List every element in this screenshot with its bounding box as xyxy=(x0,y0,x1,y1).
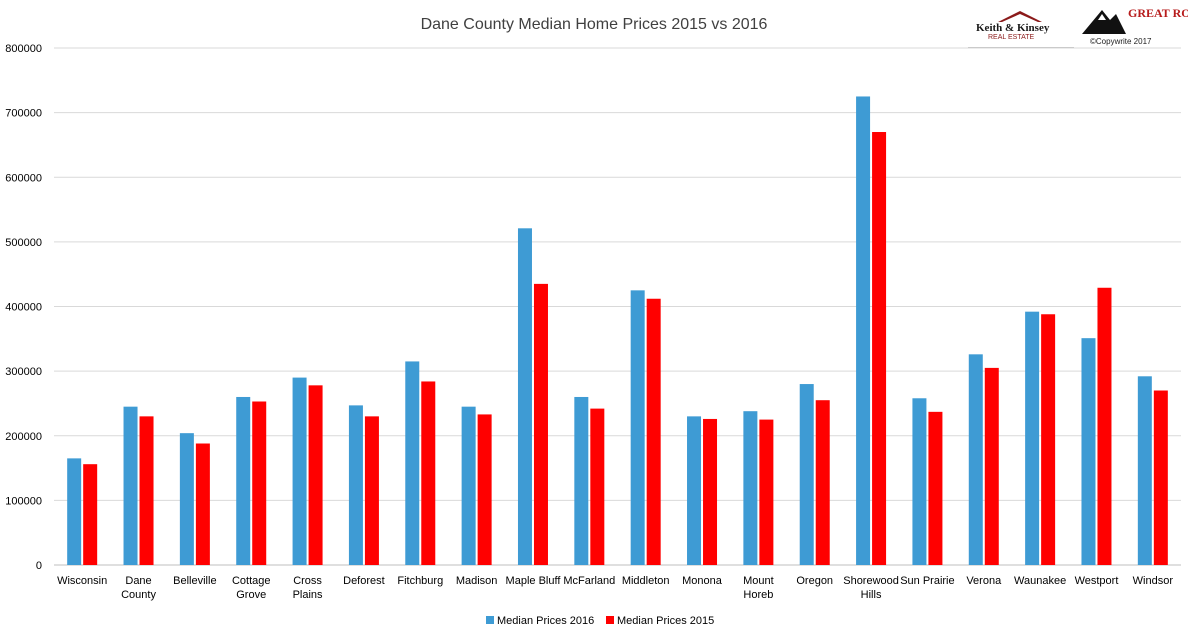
x-tick-label: Oregon xyxy=(796,575,833,587)
x-tick-label: Belleville xyxy=(173,575,216,587)
x-tick-label: Dane xyxy=(125,575,151,587)
x-tick-label: Verona xyxy=(966,575,1002,587)
y-axis-ticks: 0 100000 200000 300000 400000 500000 600000 700… xyxy=(5,43,42,572)
x-tick-label: Hills xyxy=(861,589,882,601)
bar-2016 xyxy=(574,396,589,565)
bar-2015 xyxy=(1153,390,1168,565)
bar-2015 xyxy=(1041,314,1056,565)
bar-2016 xyxy=(67,458,82,565)
legend-label: Median Prices 2016 xyxy=(497,615,594,627)
x-tick-label: Cottage xyxy=(232,575,271,587)
logo-right-text: GREAT ROCK xyxy=(1128,6,1188,20)
bar-2015 xyxy=(533,283,548,565)
bar-2015 xyxy=(83,464,98,565)
legend: Median Prices 2016 Median Prices 2015 xyxy=(486,615,714,627)
y-tick-label: 400000 xyxy=(5,302,42,314)
x-tick-label: Grove xyxy=(236,589,266,601)
bar-2015 xyxy=(928,411,943,565)
logo-left-subtext: REAL ESTATE xyxy=(988,34,1035,41)
x-tick-label: Windsor xyxy=(1133,575,1174,587)
x-tick-label: Shorewood xyxy=(843,575,899,587)
bar-2016 xyxy=(630,290,645,565)
bar-2016 xyxy=(461,406,476,565)
bar-2015 xyxy=(872,132,887,565)
gridlines xyxy=(54,47,1181,566)
y-tick-label: 100000 xyxy=(5,495,42,507)
x-tick-label: Monona xyxy=(682,575,723,587)
logo-left-text: Keith & Kinsey xyxy=(976,22,1050,34)
bar-2016 xyxy=(856,96,871,565)
bar-2015 xyxy=(984,367,999,565)
y-tick-label: 800000 xyxy=(5,43,42,55)
x-axis-labels: Wisconsin Dane County Belleville Cottage Grov… xyxy=(57,575,1173,601)
y-tick-label: 500000 xyxy=(5,237,42,249)
x-tick-label: Waunakee xyxy=(1014,575,1066,587)
bar-2015 xyxy=(421,381,436,565)
y-tick-label: 600000 xyxy=(5,172,42,184)
y-tick-label: 700000 xyxy=(5,108,42,120)
x-tick-label: McFarland xyxy=(563,575,615,587)
bar-2015 xyxy=(646,298,661,565)
copyright-text: ©Copywrite 2017 xyxy=(1090,37,1152,46)
legend-swatch xyxy=(606,616,614,624)
y-tick-label: 300000 xyxy=(5,366,42,378)
bar-2015 xyxy=(759,419,774,565)
bar-2015 xyxy=(195,443,210,565)
bar-2016 xyxy=(348,405,363,565)
bar-2016 xyxy=(405,361,420,565)
bar-2015 xyxy=(703,418,718,565)
bar-2016 xyxy=(1137,376,1152,565)
mountain-icon xyxy=(1082,10,1126,34)
y-tick-label: 200000 xyxy=(5,431,42,443)
x-tick-label: Wisconsin xyxy=(57,575,107,587)
bar-2016 xyxy=(123,406,138,565)
chart-title: Dane County Median Home Prices 2015 vs 2… xyxy=(420,16,768,33)
x-tick-label: Plains xyxy=(293,589,323,601)
x-tick-label: Sun Prairie xyxy=(900,575,954,587)
bar-2016 xyxy=(687,416,702,565)
bar-2016 xyxy=(517,228,532,565)
bar-2015 xyxy=(308,385,323,565)
x-tick-label: County xyxy=(121,589,156,601)
bars xyxy=(67,96,1168,565)
bar-2016 xyxy=(912,398,927,565)
x-tick-label: Fitchburg xyxy=(397,575,443,587)
bar-2016 xyxy=(179,433,194,565)
x-tick-label: Maple Bluff xyxy=(506,575,562,587)
bar-2016 xyxy=(1025,311,1040,565)
bar-2016 xyxy=(1081,338,1096,565)
bar-2016 xyxy=(292,377,307,565)
bar-2016 xyxy=(799,384,814,565)
legend-label: Median Prices 2015 xyxy=(617,615,714,627)
x-tick-label: Westport xyxy=(1075,575,1119,587)
bar-2015 xyxy=(1097,287,1112,565)
bar-2015 xyxy=(252,401,267,565)
bar-2016 xyxy=(236,396,251,565)
y-tick-label: 0 xyxy=(36,560,42,572)
legend-swatch xyxy=(486,616,494,624)
x-tick-label: Cross xyxy=(293,575,322,587)
x-tick-label: Middleton xyxy=(622,575,670,587)
bar-2016 xyxy=(968,354,983,565)
bar-2015 xyxy=(477,414,492,565)
bar-2015 xyxy=(364,416,379,565)
bar-2015 xyxy=(139,416,154,565)
x-tick-label: Deforest xyxy=(343,575,385,587)
x-tick-label: Mount xyxy=(743,575,774,587)
bar-2016 xyxy=(743,411,758,565)
x-tick-label: Horeb xyxy=(743,589,773,601)
bar-2015 xyxy=(815,400,830,565)
bar-2015 xyxy=(590,408,605,565)
x-tick-label: Madison xyxy=(456,575,498,587)
